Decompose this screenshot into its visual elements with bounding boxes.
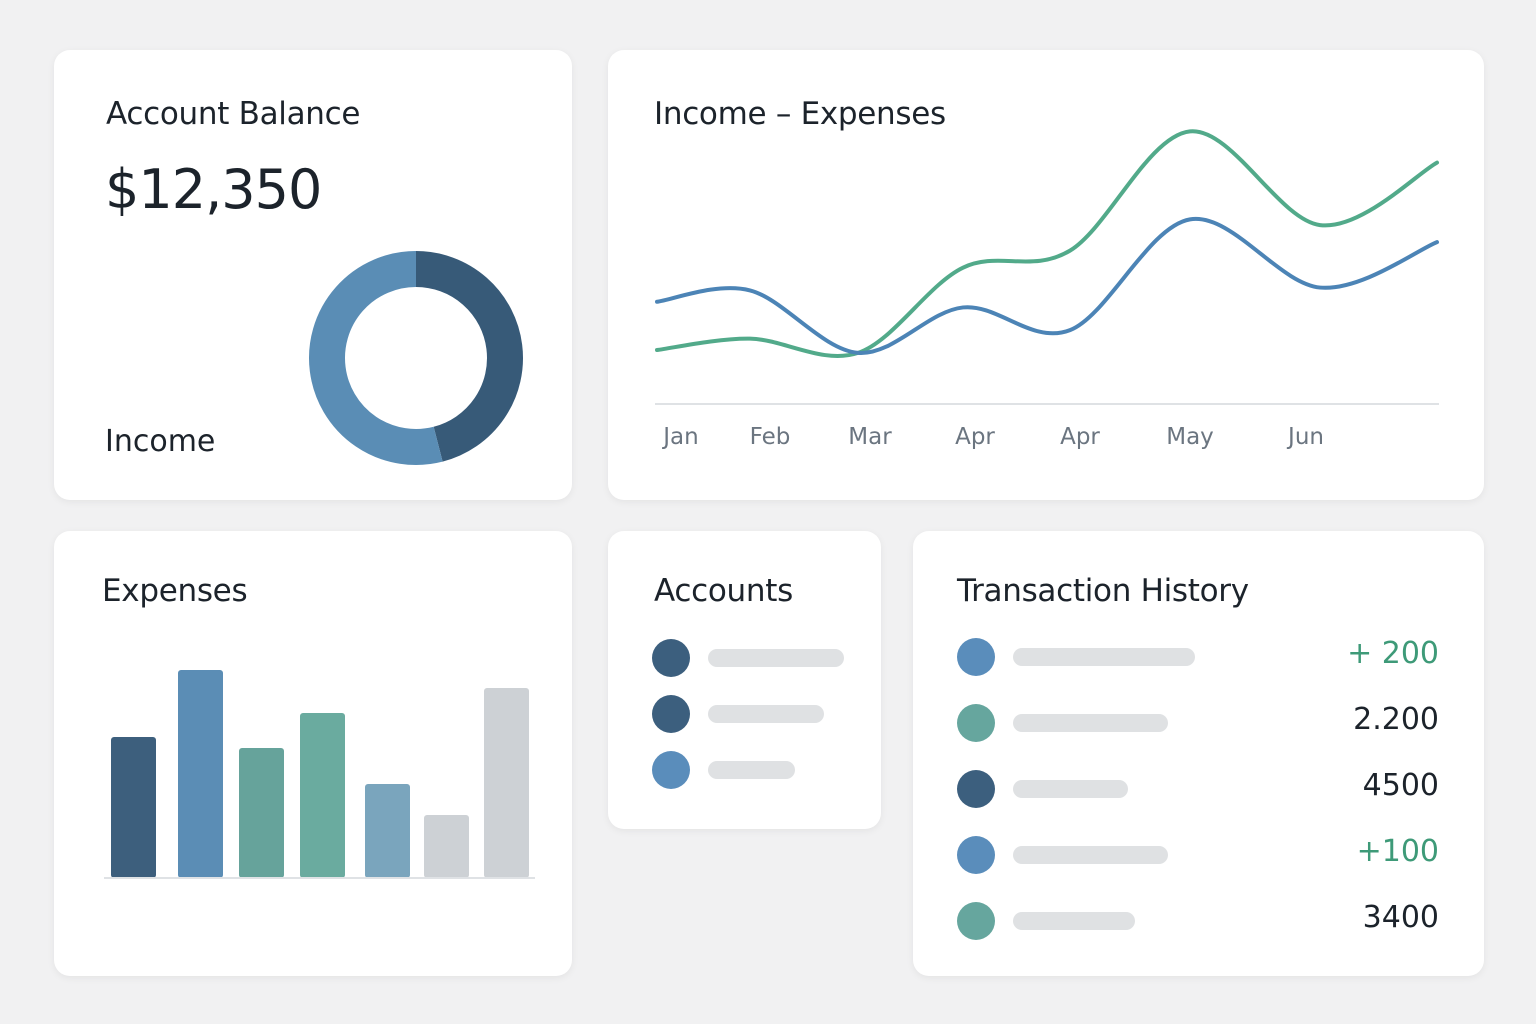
donut-segment — [415, 251, 523, 462]
transaction-history-card: Transaction History + 200 2.200 4500 +10… — [913, 531, 1484, 976]
account-avatar — [652, 695, 690, 733]
transaction-amount: + 200 — [1347, 636, 1439, 671]
transaction-placeholder-bar — [1013, 912, 1135, 930]
expense-bar — [484, 688, 529, 878]
account-balance-card: Account Balance $12,350 Income — [54, 50, 572, 500]
transaction-avatar — [957, 902, 995, 940]
x-tick-label: Apr — [955, 424, 995, 450]
donut-segment — [309, 251, 443, 465]
expense-bar — [300, 713, 345, 878]
transaction-amount: 3400 — [1362, 900, 1439, 935]
transaction-row[interactable]: 3400 — [913, 900, 1484, 940]
x-tick-label: Feb — [749, 424, 791, 450]
expenses-card: Expenses — [54, 531, 572, 976]
transaction-placeholder-bar — [1013, 648, 1195, 666]
x-tick-label: Jun — [1288, 424, 1324, 450]
card-title: Transaction History — [957, 573, 1249, 609]
account-placeholder-bar — [708, 705, 824, 723]
transaction-avatar — [957, 638, 995, 676]
expense-bar — [239, 748, 284, 878]
transaction-amount: +100 — [1356, 834, 1439, 869]
x-tick-label: Mar — [848, 424, 892, 450]
transaction-avatar — [957, 770, 995, 808]
transaction-avatar — [957, 704, 995, 742]
x-tick-label: Jan — [663, 424, 699, 450]
account-item[interactable] — [608, 751, 881, 791]
transaction-placeholder-bar — [1013, 780, 1128, 798]
transaction-row[interactable]: +100 — [913, 834, 1484, 874]
account-avatar — [652, 751, 690, 789]
account-item[interactable] — [608, 695, 881, 735]
card-title: Income – Expenses — [654, 96, 946, 132]
transaction-amount: 2.200 — [1353, 702, 1439, 737]
balance-amount: $12,350 — [105, 158, 322, 221]
series-line-0 — [655, 129, 1439, 358]
bar-chart — [104, 670, 535, 879]
expense-bar — [424, 815, 469, 878]
transaction-avatar — [957, 836, 995, 874]
account-placeholder-bar — [708, 649, 844, 667]
line-chart — [655, 129, 1439, 405]
transaction-amount: 4500 — [1362, 768, 1439, 803]
income-label: Income — [105, 424, 216, 459]
series-line-1 — [655, 217, 1439, 355]
card-title: Expenses — [102, 573, 248, 609]
card-title: Accounts — [654, 573, 793, 609]
card-title: Account Balance — [106, 96, 361, 132]
account-placeholder-bar — [708, 761, 796, 779]
x-tick-label: May — [1166, 424, 1214, 450]
expense-bar — [178, 670, 223, 878]
transaction-row[interactable]: 4500 — [913, 768, 1484, 808]
expense-bar — [111, 737, 156, 878]
transaction-row[interactable]: 2.200 — [913, 702, 1484, 742]
transaction-placeholder-bar — [1013, 846, 1168, 864]
income-expenses-card: Income – Expenses Jan Feb Mar Apr Apr May Jun — [608, 50, 1484, 500]
account-item[interactable] — [608, 639, 881, 679]
expense-bar — [365, 784, 410, 878]
transaction-placeholder-bar — [1013, 714, 1168, 732]
transaction-row[interactable]: + 200 — [913, 636, 1484, 676]
account-avatar — [652, 639, 690, 677]
donut-chart — [309, 251, 523, 465]
x-tick-label: Apr — [1060, 424, 1100, 450]
accounts-card: Accounts — [608, 531, 881, 829]
